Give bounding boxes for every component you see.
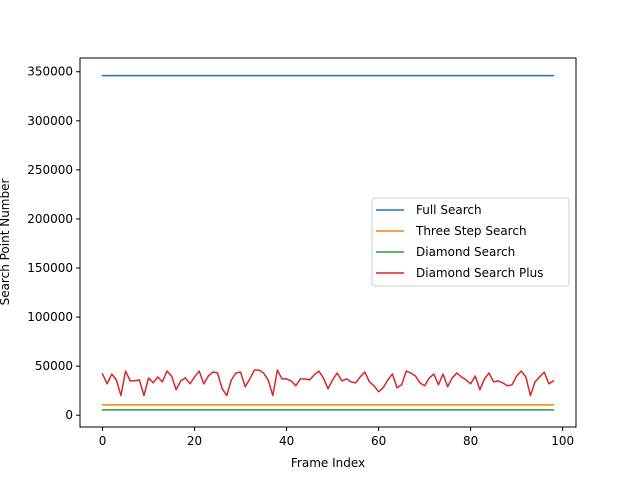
plot-frame — [79, 57, 577, 428]
legend-label-three-step-search: Three Step Search — [415, 224, 527, 238]
x-tick-label: 100 — [551, 434, 574, 448]
y-tick-label: 350000 — [27, 65, 73, 79]
legend-label-full-search: Full Search — [416, 203, 482, 217]
x-axis-ticks: 0 20 40 60 80 100 — [99, 427, 574, 448]
x-tick-label: 20 — [187, 434, 202, 448]
legend-label-diamond-search: Diamond Search — [416, 245, 515, 259]
y-tick-label: 50000 — [35, 359, 73, 373]
y-axis-ticks: 0 50000 100000 150000 200000 250000 300000 3500… — [27, 65, 80, 422]
x-axis-label: Frame Index — [291, 456, 365, 470]
x-tick-label: 40 — [279, 434, 294, 448]
y-tick-label: 0 — [65, 408, 73, 422]
legend-box — [371, 197, 570, 287]
y-axis-label: Search Point Number — [0, 179, 12, 306]
legend-label-diamond-search-plus: Diamond Search Plus — [416, 266, 543, 280]
y-tick-label: 100000 — [27, 310, 73, 324]
y-tick-label: 150000 — [27, 261, 73, 275]
y-tick-label: 200000 — [27, 212, 73, 226]
x-tick-label: 0 — [99, 434, 107, 448]
y-tick-label: 300000 — [27, 114, 73, 128]
x-tick-label: 80 — [463, 434, 478, 448]
series-lines — [101, 74, 555, 411]
series-line-diamond-search-plus — [101, 369, 555, 397]
legend: Full Search Three Step Search Diamond Sear… — [371, 197, 570, 287]
y-tick-label: 250000 — [27, 163, 73, 177]
x-tick-label: 60 — [371, 434, 386, 448]
